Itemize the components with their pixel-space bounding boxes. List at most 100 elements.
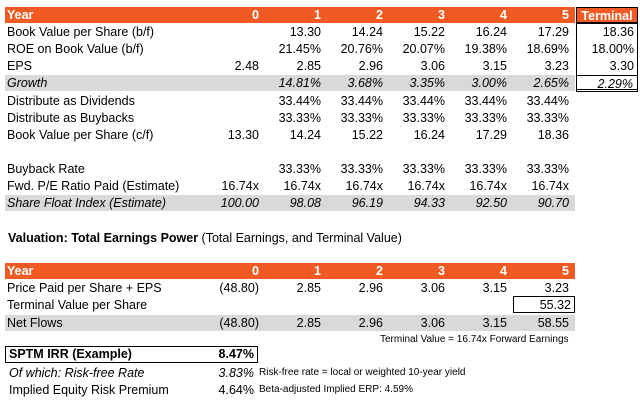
cell-col-4: 33.33% (464, 162, 507, 176)
cell-col-5: 33.33% (526, 111, 569, 125)
cell-col-1: 21.45% (278, 42, 321, 56)
cell-col-1: 2.85 (296, 59, 321, 73)
terminal-cell: 3.30 (609, 59, 634, 73)
cell-col-3: 20.07% (402, 42, 445, 56)
row-label: Book Value per Share (b/f) (7, 25, 155, 39)
cell-col-2: 2.96 (358, 59, 383, 73)
row-label: Buyback Rate (7, 162, 85, 176)
row-label: Distribute as Dividends (7, 94, 135, 108)
terminal-value-note: Terminal Value = 16.74x Forward Earnings (380, 334, 569, 345)
cell-col-1: 2.85 (296, 281, 321, 295)
cell-col-1: 16.74x (283, 179, 321, 193)
cell-col-4: 3.00% (471, 76, 507, 90)
cell-col-5: 3.23 (544, 281, 569, 295)
cell-col-4: 3.15 (482, 316, 507, 330)
cell-col-4: 16.24 (475, 25, 507, 39)
t2-header-year: Year (7, 264, 34, 278)
t2-header-col-3: 3 (438, 264, 445, 278)
cell-col-2: 33.44% (340, 94, 383, 108)
cell-col-2: 15.22 (351, 128, 383, 142)
cell-col-4: 33.44% (464, 94, 507, 108)
cell-col-0 (197, 93, 259, 109)
cell-col-2: 2.96 (358, 316, 383, 330)
table-row: ROE on Book Value (b/f) 21.45% 20.76% 20.07… (5, 41, 575, 57)
cell-col-0: (48.80) (219, 281, 259, 295)
table2-header-row: Year 0 1 2 3 4 5 (5, 263, 575, 279)
table-row: Distribute as Dividends 33.44% 33.44% 33.44… (5, 93, 575, 109)
irr-box (5, 346, 258, 363)
cell-col-5: 18.36 (537, 128, 569, 142)
terminal-value-cell: 55.32 (513, 296, 575, 313)
terminal-cell: 18.36 (602, 25, 634, 39)
cell-col-5: 18.69% (526, 42, 569, 56)
cell-col-5: 3.23 (544, 59, 569, 73)
cell-col-4: 3.15 (482, 59, 507, 73)
cell-col-4: 16.74x (469, 179, 507, 193)
cell-col-3: 3.06 (420, 316, 445, 330)
cell-col-5: 58.55 (537, 316, 569, 330)
cell-col-0: 2.48 (234, 59, 259, 73)
cell-col-2: 2.96 (358, 281, 383, 295)
cell-col-0 (197, 75, 259, 91)
table-row: Growth 14.81% 3.68% 3.35% 3.00% 2.65% (5, 75, 575, 91)
t2-header-col-1: 1 (314, 264, 321, 278)
cell-col-2: 3.68% (347, 76, 383, 90)
risk-free-note: Risk-free rate = local or weighted 10-ye… (259, 367, 466, 378)
row-label: Share Float Index (Estimate) (7, 196, 167, 210)
table-row: Price Paid per Share + EPS (48.80) 2.85 … (5, 280, 575, 296)
irr-label: SPTM IRR (Example) (9, 347, 132, 361)
cell-col-3: 15.22 (413, 25, 445, 39)
cell-col-2: 33.33% (340, 162, 383, 176)
header-col-5: 5 (562, 8, 569, 22)
table-row: Net Flows (48.80) 2.85 2.96 3.06 3.15 58… (5, 315, 575, 331)
cell-col-0: (48.80) (219, 316, 259, 330)
table-row: Share Float Index (Estimate) 100.00 98.08 9… (5, 195, 575, 211)
header-col-3: 3 (438, 8, 445, 22)
cell-col-3: 16.24 (413, 128, 445, 142)
erp-note: Beta-adjusted Implied ERP: 4.59% (259, 384, 413, 395)
cell-col-3: 33.44% (402, 94, 445, 108)
cell-col-3: 16.74x (407, 179, 445, 193)
cell-col-3: 33.33% (402, 111, 445, 125)
cell-col-5: 2.65% (533, 76, 569, 90)
table-row: Book Value per Share (c/f) 13.30 14.24 15.2… (5, 127, 575, 143)
cell-col-1: 14.24 (289, 128, 321, 142)
row-label: Fwd. P/E Ratio Paid (Estimate) (7, 179, 180, 193)
erp-value: 4.64% (218, 383, 254, 397)
risk-free-value: 3.83% (218, 366, 254, 380)
cell-col-0: 16.74x (221, 179, 259, 193)
cell-col-1: 14.81% (278, 76, 321, 90)
cell-col-1: 33.44% (278, 94, 321, 108)
cell-col-5: 33.44% (526, 94, 569, 108)
header-col-4: 4 (500, 8, 507, 22)
cell-col-5: 33.33% (526, 162, 569, 176)
cell-col-5: 17.29 (537, 25, 569, 39)
cell-col-2: 33.33% (340, 111, 383, 125)
risk-free-label: Of which: Risk-free Rate (9, 366, 145, 380)
cell-col-4: 17.29 (475, 128, 507, 142)
table-row: Terminal Value per Share 55.32 (5, 296, 575, 313)
t2-header-col-0: 0 (252, 264, 259, 278)
cell-col-0 (197, 41, 259, 57)
terminal-box (576, 23, 638, 90)
cell-col-3: 33.33% (402, 162, 445, 176)
row-label: Terminal Value per Share (7, 298, 148, 312)
section-title-rest: (Total Earnings, and Terminal Value) (198, 231, 402, 245)
cell-col-1: 33.33% (278, 111, 321, 125)
terminal-cell: 18.00% (591, 42, 634, 56)
cell-col-1: 33.33% (278, 162, 321, 176)
cell-col-1: 13.30 (289, 25, 321, 39)
header-col-1: 1 (314, 8, 321, 22)
cell-col-3: 3.35% (409, 76, 445, 90)
row-label: Book Value per Share (c/f) (7, 128, 154, 142)
header-col-2: 2 (376, 8, 383, 22)
section-title: Valuation: Total Earnings Power (Total E… (8, 231, 402, 245)
erp-label: Implied Equity Risk Premium (9, 383, 169, 397)
cell-col-0 (197, 161, 259, 177)
cell-col-4: 3.15 (482, 281, 507, 295)
table-row: Fwd. P/E Ratio Paid (Estimate) 16.74x 16.7… (5, 178, 575, 194)
row-label: Price Paid per Share + EPS (7, 281, 162, 295)
cell-col-5: 16.74x (531, 179, 569, 193)
table1-header-row: Year 0 1 2 3 4 5 (5, 7, 575, 23)
cell-col-5: 90.70 (537, 196, 569, 210)
